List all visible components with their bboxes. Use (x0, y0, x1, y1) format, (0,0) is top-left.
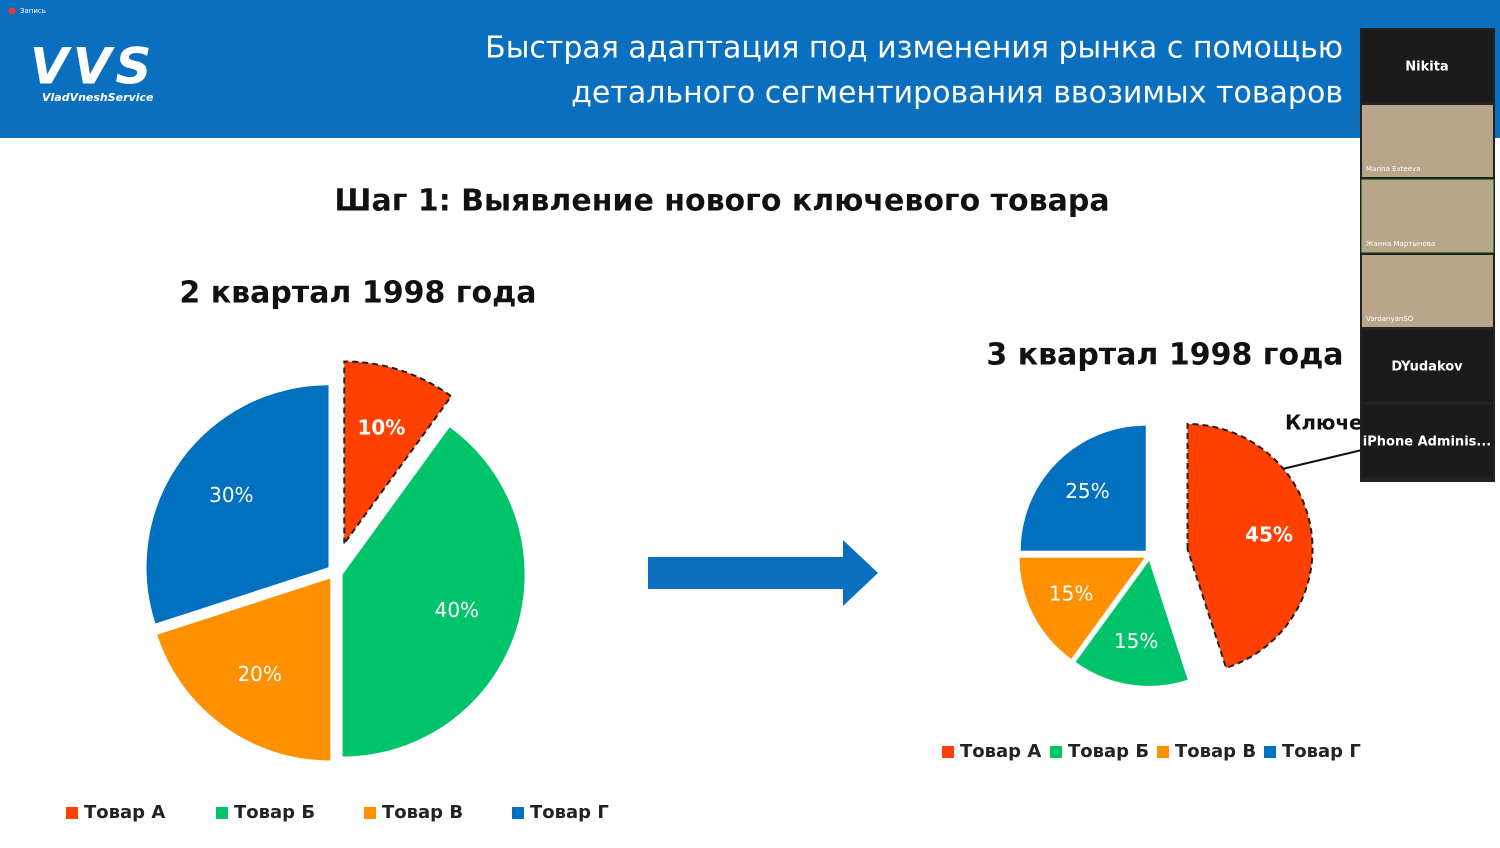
header-title: детального сегментирования ввозимых това… (571, 76, 1343, 111)
legend-label: Товар Б (1068, 741, 1149, 762)
data-label: 15% (1114, 629, 1158, 653)
legend-label: Товар В (1175, 741, 1256, 762)
step-title: Шаг 1: Выявление нового ключевого товара (334, 184, 1109, 219)
logo-sub: VladVneshService (42, 91, 154, 104)
legend-label: Товар А (84, 802, 165, 823)
participant-tile[interactable] (1362, 330, 1493, 402)
pie-slice (1186, 423, 1314, 670)
legend-label: Товар Г (1282, 741, 1361, 762)
legend-label: Товар А (960, 741, 1041, 762)
recording: Запись (20, 7, 46, 15)
legend-swatch (66, 807, 78, 819)
legend-swatch (216, 807, 228, 819)
participant-name: Nikita (1405, 60, 1448, 75)
data-label: 25% (1065, 479, 1109, 503)
legend-label: Товар Г (530, 802, 609, 823)
chart-title: 3 квартал 1998 года (986, 338, 1343, 373)
participant-tile[interactable] (1362, 105, 1493, 177)
pie-slice (157, 578, 331, 761)
legend-swatch (1050, 746, 1062, 758)
chart-title: 2 квартал 1998 года (179, 276, 536, 311)
legend-label: Товар Б (234, 802, 315, 823)
participant-name: iPhone Adminis... (1363, 435, 1491, 450)
participant-name: Marina Evteeva (1366, 165, 1420, 173)
callout: Ключе (1285, 411, 1363, 435)
pie-slice (343, 360, 453, 547)
data-label: 10% (357, 416, 405, 440)
logo: VVS (30, 38, 155, 96)
data-label: 30% (209, 483, 253, 507)
pie-slice (342, 427, 525, 757)
arrow (648, 540, 878, 606)
participant-tile[interactable] (1362, 405, 1493, 477)
pie-slice (1075, 560, 1188, 686)
participant-tile[interactable] (1362, 30, 1493, 102)
participant-name: VardanyanSO (1366, 315, 1414, 323)
legend-label: Товар В (382, 802, 463, 823)
header-band (0, 0, 1500, 138)
participant-name: DYudakov (1391, 360, 1463, 375)
data-label: 40% (435, 598, 479, 622)
rec-dot (8, 7, 16, 15)
header-title: Быстрая адаптация под изменения рынка с … (485, 31, 1343, 66)
participant-tile[interactable] (1362, 255, 1493, 327)
data-label: 45% (1245, 523, 1293, 547)
data-label: 20% (237, 662, 281, 686)
pie-slice (1020, 425, 1146, 551)
pie-slice (1019, 557, 1145, 659)
data-label: 15% (1049, 582, 1093, 606)
legend-swatch (942, 746, 954, 758)
legend-swatch (1157, 746, 1169, 758)
participant-tile[interactable] (1361, 179, 1494, 253)
legend-swatch (512, 807, 524, 819)
pie-slice (146, 385, 329, 624)
participant-name: Жанна Мартынова (1366, 240, 1435, 248)
legend-swatch (1264, 746, 1276, 758)
legend-swatch (364, 807, 376, 819)
